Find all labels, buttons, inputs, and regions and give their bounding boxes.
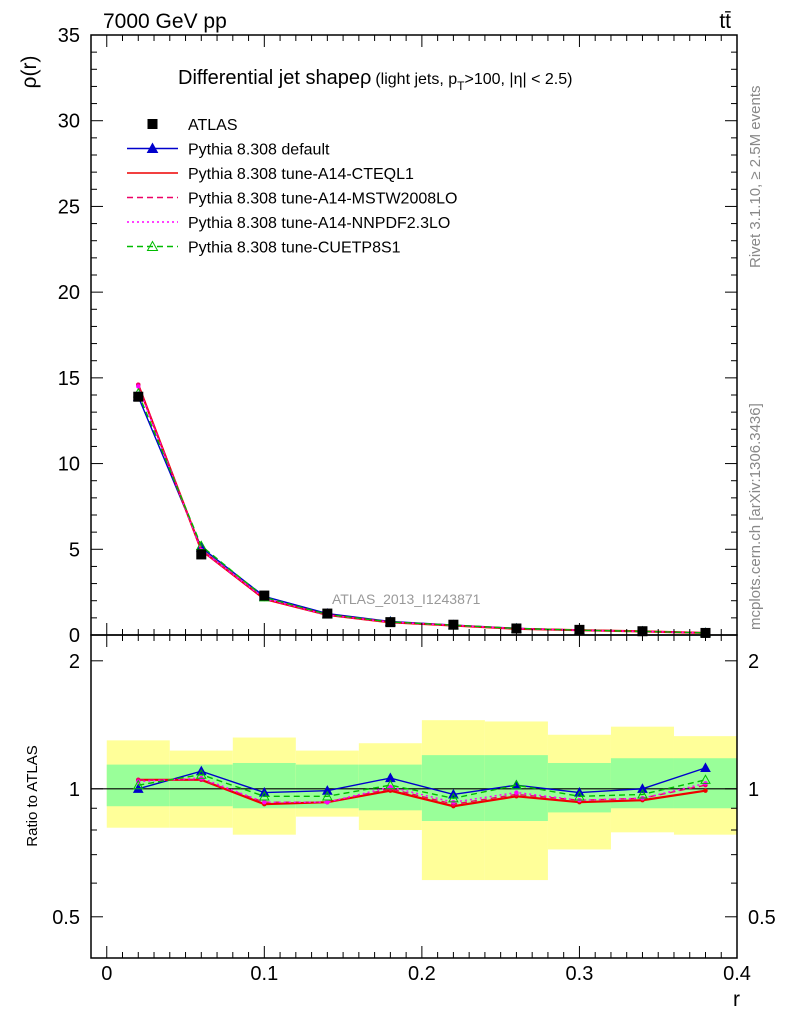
series-point — [511, 779, 522, 790]
band-inner — [421, 755, 485, 821]
series-point — [388, 784, 393, 790]
mcplots-label: mcplots.cern.ch [arXiv:1306.3436] — [747, 403, 764, 630]
series-line-ratio — [138, 767, 706, 796]
data-point — [259, 590, 270, 601]
series-point — [700, 762, 711, 772]
y-tick-label: 10 — [58, 454, 80, 476]
plot-title: Differential jet shapeρ (light jets, pT>1… — [178, 67, 572, 93]
legend-marker — [147, 119, 158, 129]
analysis-label: ATLAS_2013_I1243871 — [332, 591, 481, 607]
legend-marker — [146, 240, 159, 251]
ratio-tick-label-right: 1 — [748, 779, 759, 801]
legend: ATLAS Pythia 8.308 default Pythia 8.308 tu… — [127, 117, 457, 257]
y-tick-label: 15 — [58, 368, 80, 390]
series-point — [195, 769, 207, 779]
data-point — [511, 623, 522, 634]
process-label: tt̄ — [719, 10, 731, 33]
series-point — [321, 785, 333, 795]
series-point — [514, 790, 519, 795]
series-point — [325, 800, 330, 805]
data-point — [322, 608, 333, 619]
series-line-ratio — [138, 777, 706, 803]
series-point — [385, 779, 396, 790]
y-tick-label: 25 — [58, 196, 80, 218]
legend-label: Pythia 8.308 default — [188, 142, 330, 159]
series-point — [703, 788, 708, 793]
legend-label: Pythia 8.308 tune-A14-MSTW2008LO — [188, 191, 457, 208]
legend-label: ATLAS — [188, 117, 238, 134]
ratio-axis-label: Ratio to ATLAS — [24, 745, 41, 846]
legend-label: Pythia 8.308 tune-A14-CTEQL1 — [188, 166, 414, 183]
x-axis-label: r — [733, 988, 740, 1011]
ratio-tick-label: 2 — [69, 651, 80, 673]
x-tick-label: 0.2 — [408, 963, 436, 985]
y-axis-label: ρ(r) — [18, 56, 41, 89]
collision-label: 7000 GeV pp — [103, 10, 227, 33]
data-point — [448, 619, 459, 630]
x-tick-label: 0.3 — [566, 963, 594, 985]
y-tick-label: 5 — [69, 539, 80, 561]
ratio-tick-label-right: 0.5 — [748, 907, 776, 929]
series-point — [574, 790, 585, 801]
series-point — [637, 788, 648, 799]
series-line-ratio — [138, 778, 706, 808]
legend-label: Pythia 8.308 tune-A14-NNPDF2.3LO — [188, 215, 450, 232]
series-point — [262, 800, 267, 805]
series-point — [637, 783, 648, 793]
y-tick-label: 0 — [69, 625, 80, 647]
x-tick-label: 0 — [101, 963, 112, 985]
y-tick-label: 20 — [58, 282, 80, 304]
y-tick-label: 30 — [58, 111, 80, 133]
ratio-panel-frame — [90, 634, 738, 959]
ratio-tick-label: 1 — [69, 779, 80, 801]
series-point — [136, 384, 141, 389]
series-line-ratio — [138, 773, 706, 799]
x-tick-label: 0.4 — [723, 963, 751, 985]
legend-marker — [146, 142, 159, 153]
ratio-tick-label-right: 2 — [748, 651, 759, 673]
series-line-ratio — [138, 779, 706, 805]
y-tick-label: 35 — [58, 25, 80, 47]
series-point — [700, 774, 711, 784]
series-point — [132, 779, 144, 790]
data-point — [196, 549, 207, 560]
data-point — [385, 617, 396, 628]
x-tick-label: 0.1 — [250, 963, 278, 985]
rivet-label: Rivet 3.1.10, ≥ 2.5M events — [747, 86, 764, 269]
series-point — [448, 792, 459, 803]
data-point — [133, 391, 144, 402]
series-line-main — [137, 386, 706, 634]
series-point — [258, 790, 270, 801]
ratio-tick-label: 0.5 — [52, 907, 80, 929]
legend-label: Pythia 8.308 tune-CUETP8S1 — [188, 240, 401, 257]
series-point — [321, 790, 333, 801]
